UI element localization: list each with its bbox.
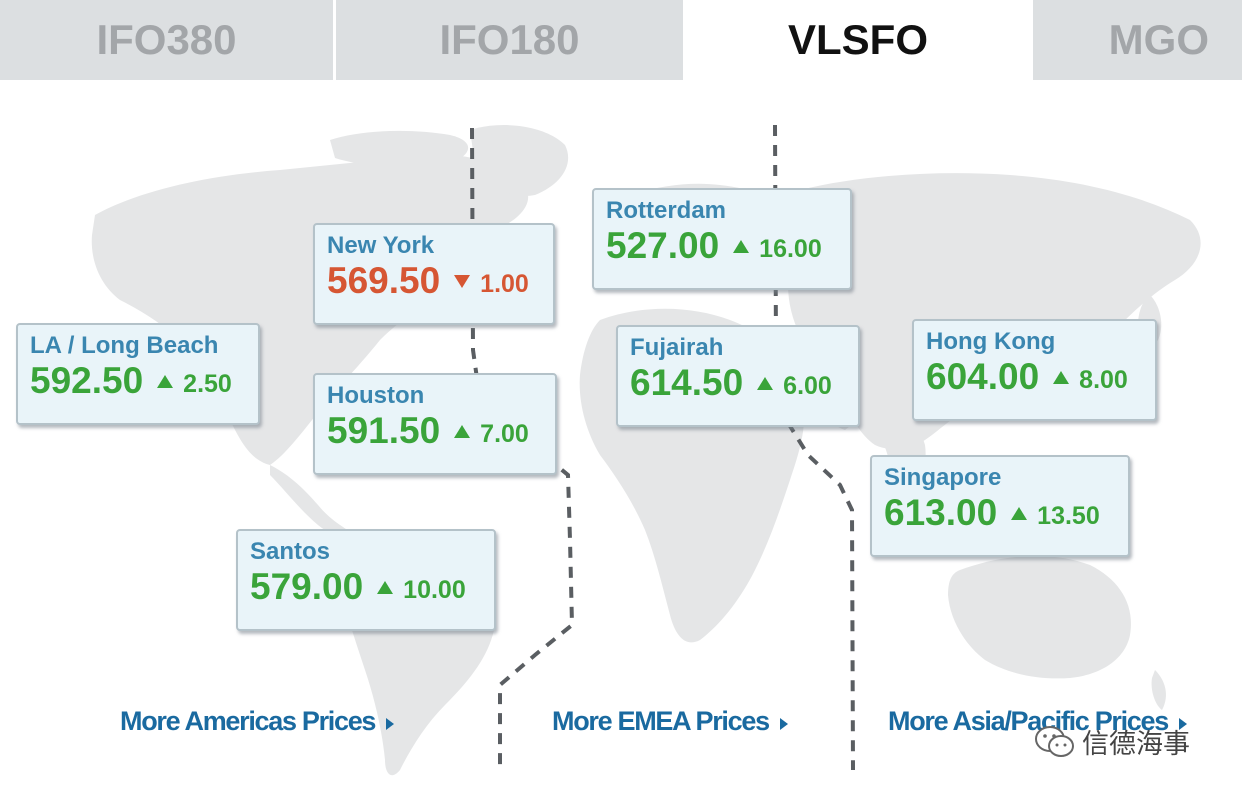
price-change: 8.00 <box>1079 365 1128 394</box>
more-asia-pacific-prices-link[interactable]: More Asia/Pacific Prices <box>888 706 1187 737</box>
triangle-up-icon <box>1053 370 1070 384</box>
more-emea-prices-link[interactable]: More EMEA Prices <box>552 706 788 737</box>
tab-vlsfo[interactable]: VLSFO <box>683 0 1033 80</box>
price-change: 2.50 <box>183 369 232 398</box>
tab-mgo-label: MGO <box>1108 16 1209 63</box>
port-card-hong-kong[interactable]: Hong Kong 604.00 8.00 <box>912 319 1157 421</box>
more-emea-label: More EMEA Prices <box>552 706 770 736</box>
port-name: Santos <box>250 538 331 565</box>
port-card-rotterdam[interactable]: Rotterdam 527.00 16.00 <box>592 188 852 290</box>
tab-ifo180[interactable]: IFO180 <box>336 0 683 80</box>
tab-ifo180-label: IFO180 <box>439 16 580 63</box>
port-card-new-york[interactable]: New York 569.50 1.00 <box>313 223 555 325</box>
price-change: 1.00 <box>480 269 529 298</box>
port-price: 604.00 <box>926 356 1040 397</box>
tab-vlsfo-label: VLSFO <box>787 16 928 63</box>
chevron-right-icon <box>779 717 788 730</box>
port-price: 591.50 <box>327 410 441 451</box>
port-card-santos[interactable]: Santos 579.00 10.00 <box>236 529 496 631</box>
port-price: 569.50 <box>327 260 441 301</box>
port-price: 613.00 <box>884 492 998 533</box>
port-name: New York <box>327 232 435 259</box>
triangle-down-icon <box>454 274 471 288</box>
chevron-right-icon <box>386 717 395 730</box>
more-americas-label: More Americas Prices <box>120 706 376 736</box>
price-change: 6.00 <box>783 371 832 400</box>
port-price: 614.50 <box>630 362 744 403</box>
watermark: 信德海事 <box>1034 722 1190 761</box>
chevron-right-icon <box>1178 717 1187 730</box>
price-change: 16.00 <box>759 234 822 263</box>
price-change: 10.00 <box>403 575 466 604</box>
port-name: LA / Long Beach <box>30 332 219 359</box>
triangle-up-icon <box>454 424 471 438</box>
wechat-icon <box>1035 725 1074 757</box>
tab-divider <box>333 0 336 80</box>
price-change: 7.00 <box>480 419 529 448</box>
port-price: 527.00 <box>606 225 720 266</box>
port-name: Fujairah <box>630 334 724 361</box>
triangle-up-icon <box>1011 506 1028 520</box>
port-price: 579.00 <box>250 566 364 607</box>
watermark-text: 信德海事 <box>1082 729 1190 760</box>
port-card-la-long-beach[interactable]: LA / Long Beach 592.50 2.50 <box>16 323 260 425</box>
port-card-singapore[interactable]: Singapore 613.00 13.50 <box>870 455 1130 557</box>
triangle-up-icon <box>757 376 774 390</box>
fuel-type-tabs: IFO380 IFO180 VLSFO MGO <box>0 0 1242 80</box>
more-americas-prices-link[interactable]: More Americas Prices <box>120 706 395 737</box>
port-name: Houston <box>327 382 425 409</box>
port-card-fujairah[interactable]: Fujairah 614.50 6.00 <box>616 325 860 427</box>
tab-mgo[interactable]: MGO <box>1033 0 1242 80</box>
price-change: 13.50 <box>1037 501 1100 530</box>
port-name: Singapore <box>884 464 1002 491</box>
triangle-up-icon <box>733 239 750 253</box>
port-price: 592.50 <box>30 360 144 401</box>
port-name: Rotterdam <box>606 197 727 224</box>
port-card-houston[interactable]: Houston 591.50 7.00 <box>313 373 557 475</box>
port-name: Hong Kong <box>926 328 1056 355</box>
tab-ifo380[interactable]: IFO380 <box>0 0 333 80</box>
triangle-up-icon <box>377 580 394 594</box>
more-asia-label: More Asia/Pacific Prices <box>888 706 1169 736</box>
tab-ifo380-label: IFO380 <box>96 16 237 63</box>
triangle-up-icon <box>157 374 174 388</box>
